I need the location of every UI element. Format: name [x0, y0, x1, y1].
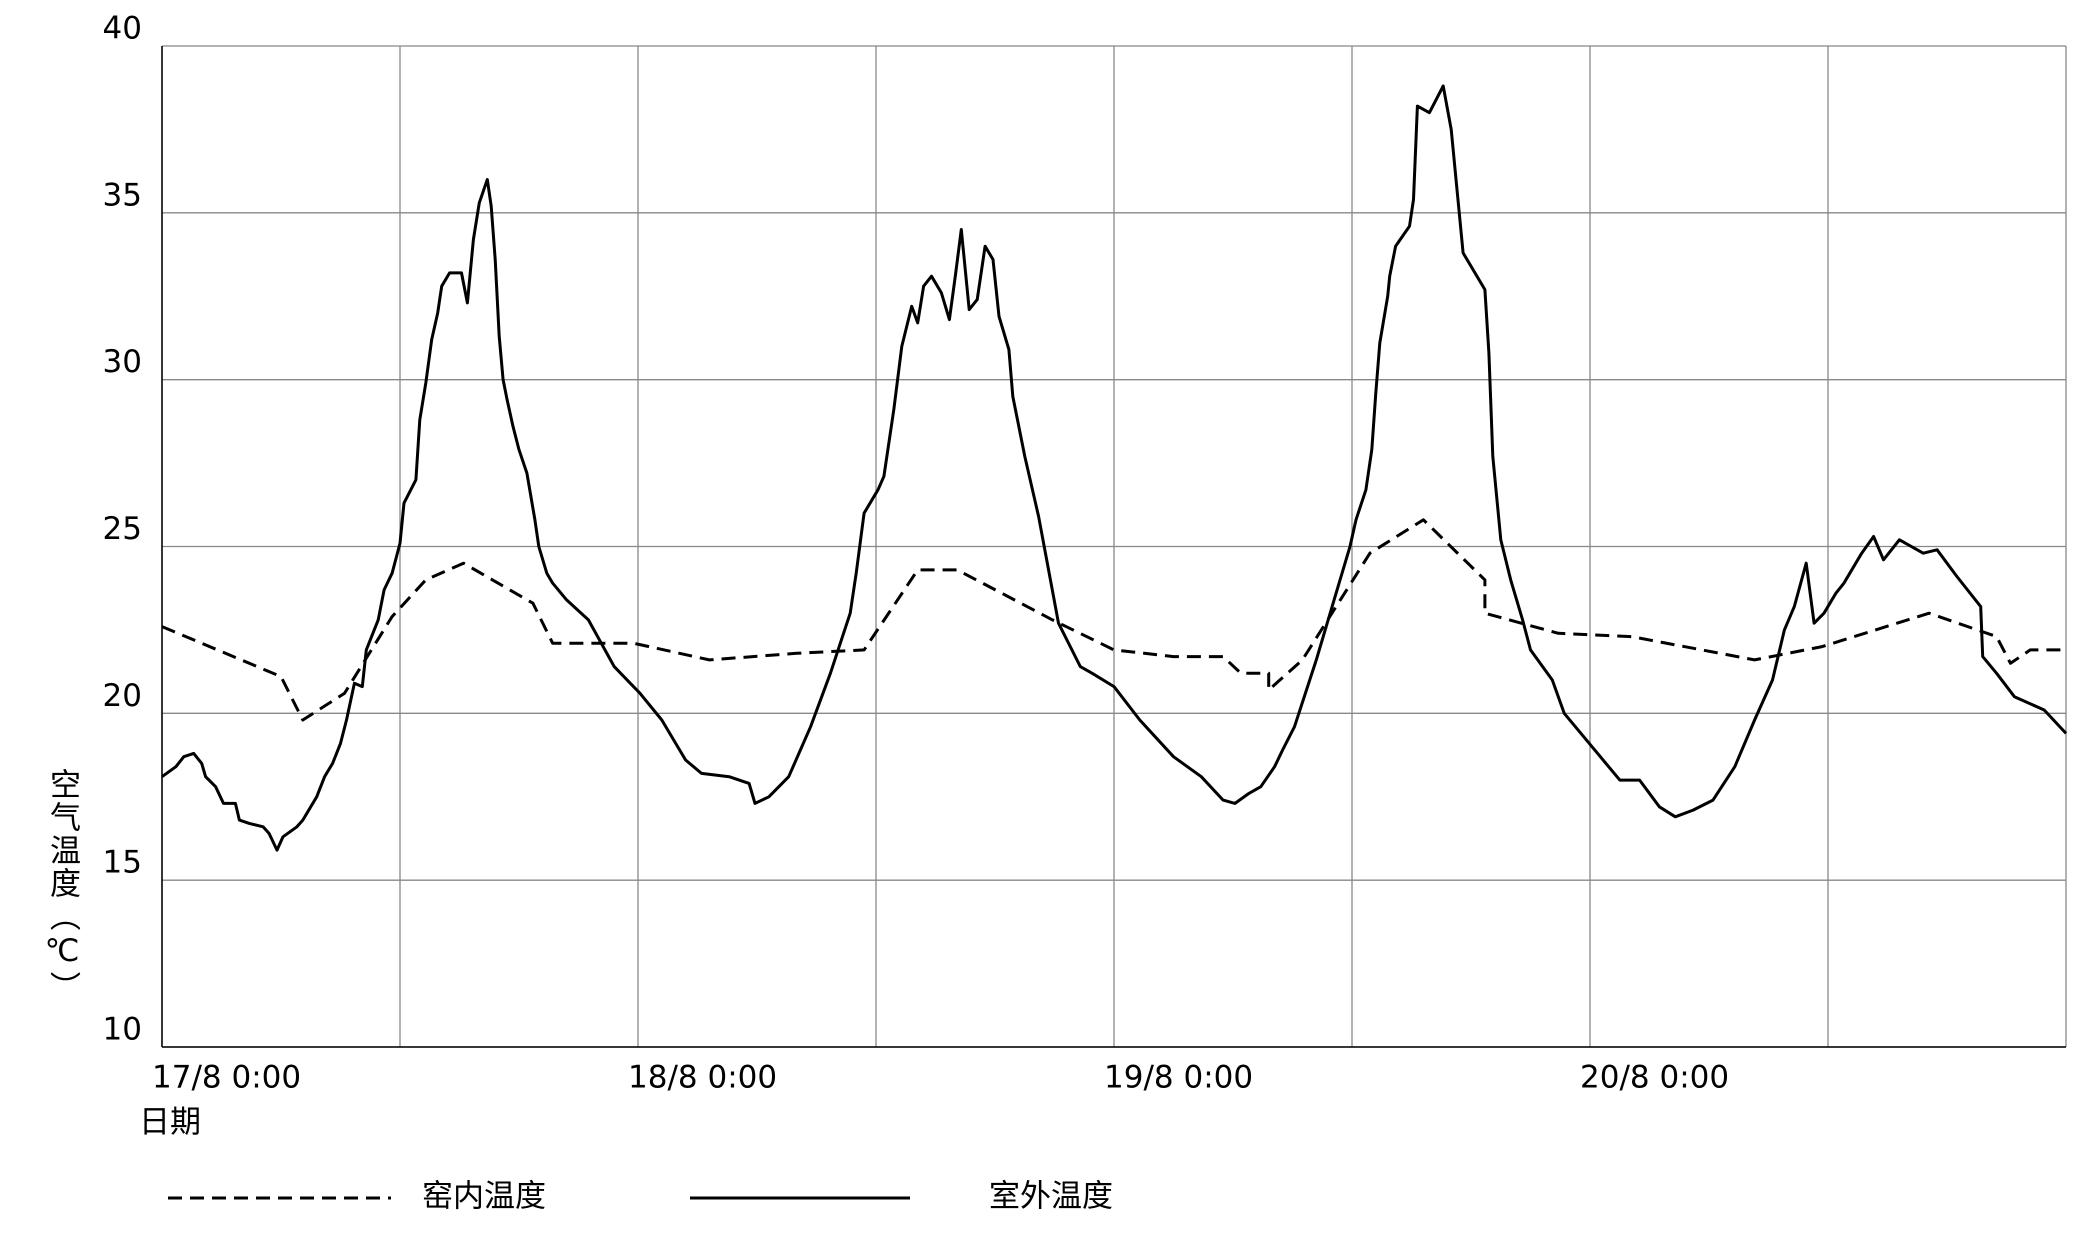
- y-tick-label: 40: [103, 11, 142, 47]
- y-tick-label: 15: [103, 845, 142, 881]
- y-tick-label: 25: [103, 511, 142, 547]
- x-tick-label: 17/8 0:00: [152, 1060, 301, 1096]
- x-tick-label: 20/8 0:00: [1580, 1060, 1729, 1096]
- legend-label: 窑内温度: [422, 1179, 546, 1215]
- line-series: [161, 518, 2066, 722]
- x-tick-label: 19/8 0:00: [1104, 1060, 1253, 1096]
- y-tick-label: 20: [103, 678, 142, 714]
- line-series: [161, 84, 2068, 852]
- legend-label: 室外温度: [989, 1179, 1113, 1215]
- x-axis-label: 日期: [139, 1105, 201, 1141]
- y-axis-label: 空气温度（℃）: [44, 768, 81, 1004]
- y-tick-label: 35: [103, 177, 142, 213]
- y-tick-label: 10: [103, 1012, 142, 1048]
- x-tick-label: 18/8 0:00: [628, 1060, 777, 1096]
- y-tick-label: 30: [103, 344, 142, 380]
